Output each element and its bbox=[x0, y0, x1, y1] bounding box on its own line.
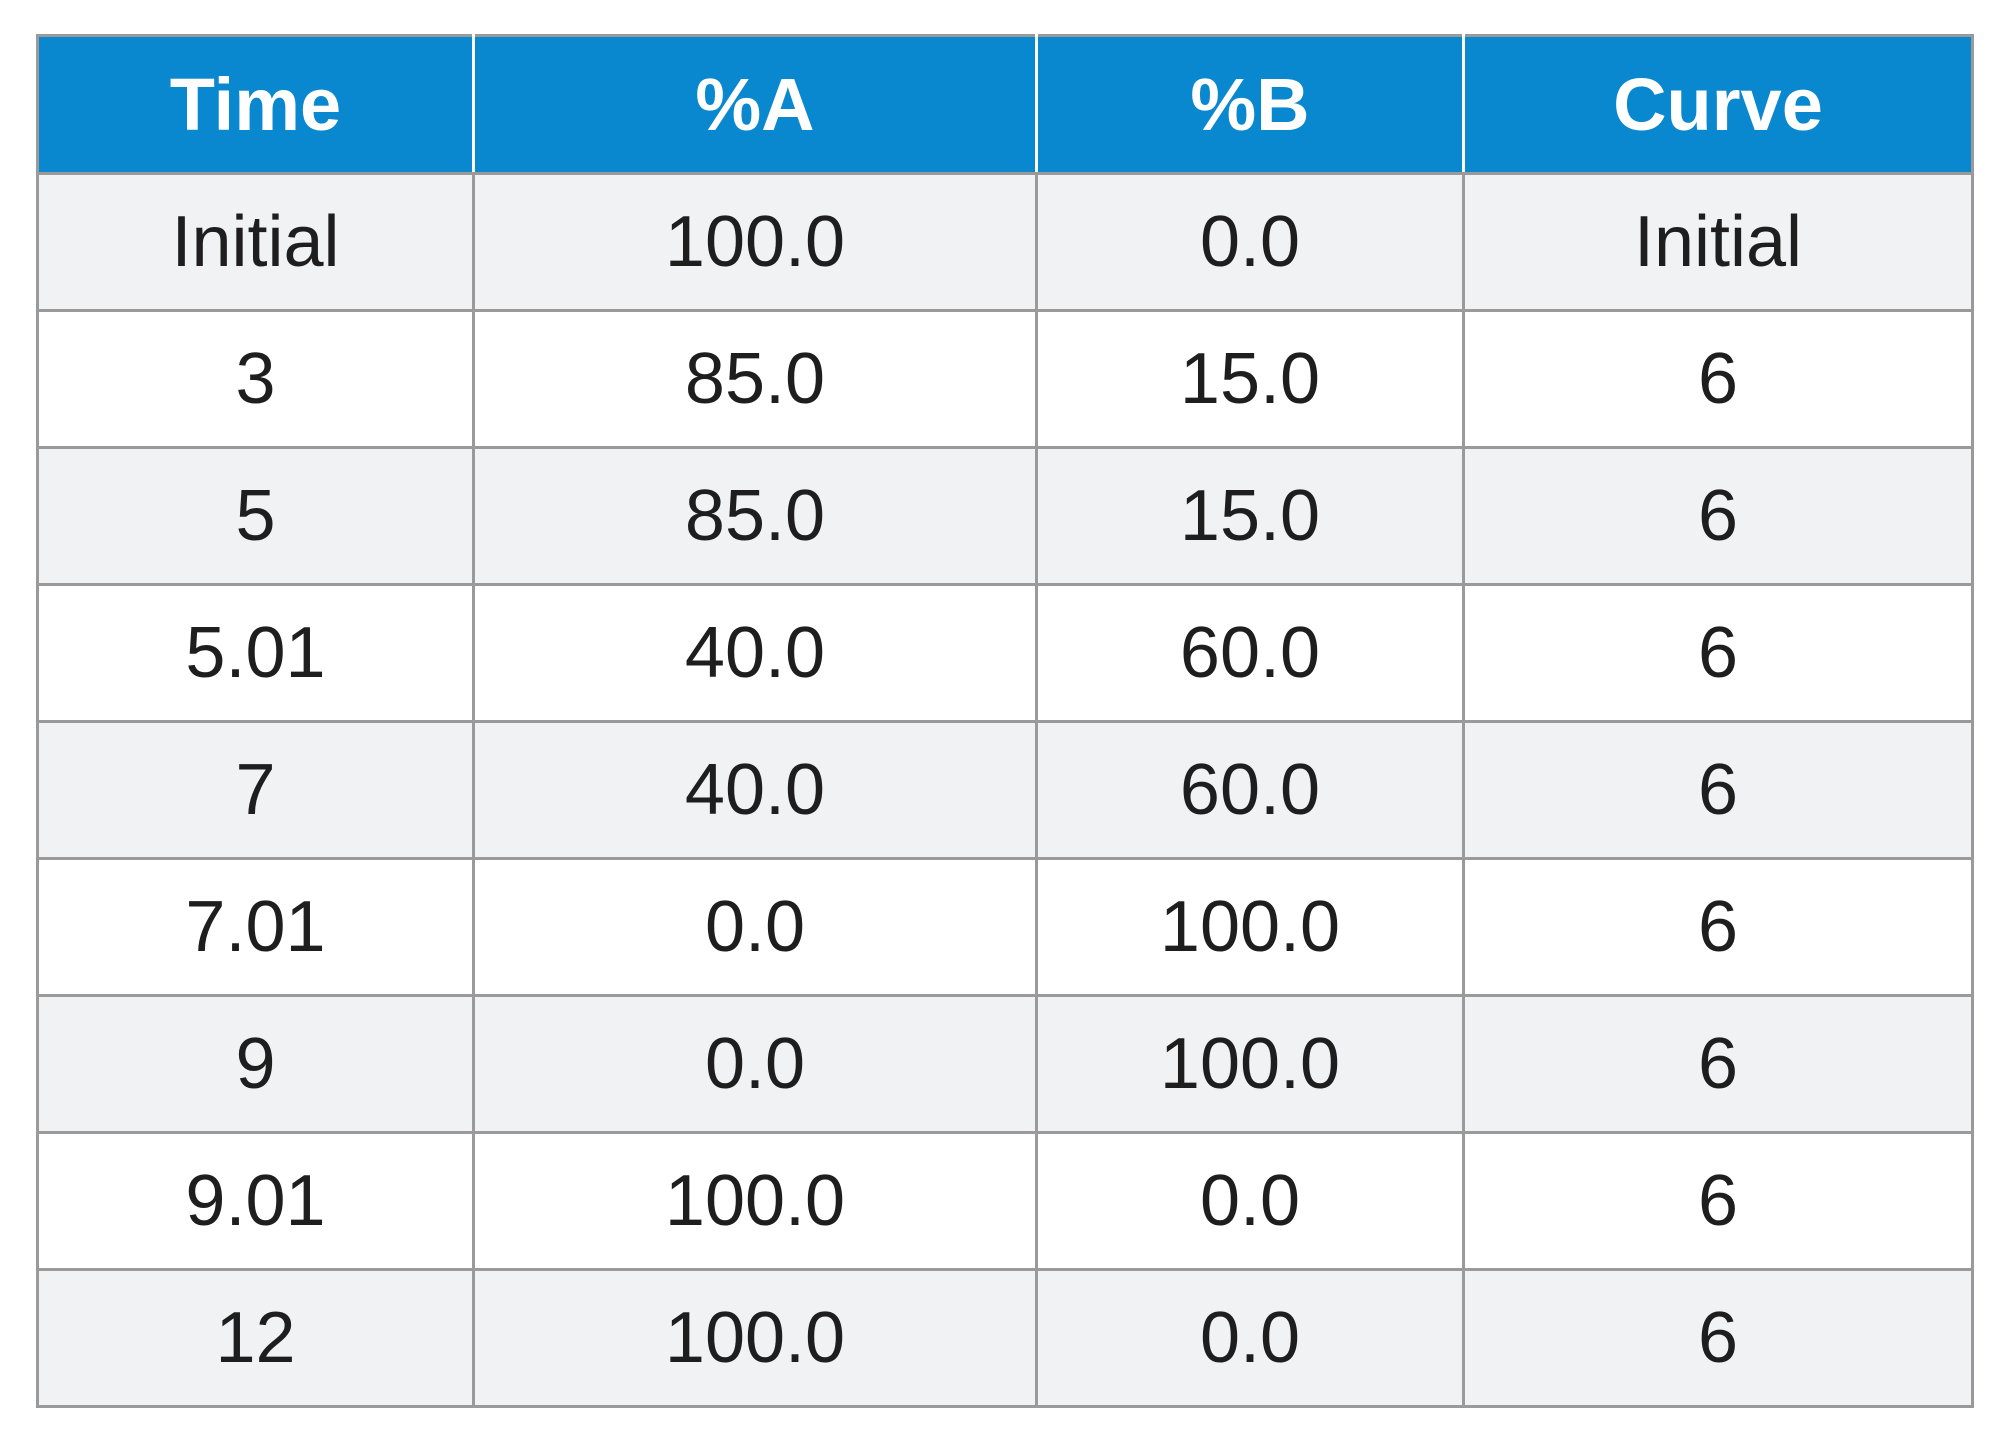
cell-time: 12 bbox=[36, 1268, 475, 1408]
gradient-table: Time %A %B Curve Initial 100.0 0.0 Initi… bbox=[36, 34, 1974, 1408]
table-row: 5 85.0 15.0 6 bbox=[36, 446, 1974, 586]
cell-percent-b: 15.0 bbox=[1035, 309, 1465, 449]
cell-curve: 6 bbox=[1462, 857, 1974, 997]
table-row: Initial 100.0 0.0 Initial bbox=[36, 172, 1974, 312]
table-row: 5.01 40.0 60.0 6 bbox=[36, 583, 1974, 723]
cell-percent-a: 85.0 bbox=[472, 309, 1038, 449]
cell-percent-b: 0.0 bbox=[1035, 172, 1465, 312]
header-percent-a: %A bbox=[472, 35, 1038, 175]
header-time: Time bbox=[37, 35, 475, 175]
table-row: 7 40.0 60.0 6 bbox=[36, 720, 1974, 860]
cell-percent-b: 0.0 bbox=[1035, 1268, 1465, 1408]
cell-percent-b: 0.0 bbox=[1035, 1131, 1465, 1271]
cell-time: 9.01 bbox=[36, 1131, 475, 1271]
table-row: 9 0.0 100.0 6 bbox=[36, 994, 1974, 1134]
cell-percent-a: 0.0 bbox=[472, 857, 1038, 997]
header-curve: Curve bbox=[1462, 35, 1973, 175]
cell-curve: 6 bbox=[1462, 994, 1974, 1134]
cell-curve: 6 bbox=[1462, 1131, 1974, 1271]
table-body: Initial 100.0 0.0 Initial 3 85.0 15.0 6 … bbox=[36, 172, 1974, 1408]
cell-percent-a: 100.0 bbox=[472, 172, 1038, 312]
header-row: Time %A %B Curve bbox=[37, 35, 1973, 175]
cell-percent-b: 60.0 bbox=[1035, 720, 1465, 860]
cell-time: 7.01 bbox=[36, 857, 475, 997]
cell-curve: 6 bbox=[1462, 583, 1974, 723]
cell-percent-a: 40.0 bbox=[472, 720, 1038, 860]
table-row: 9.01 100.0 0.0 6 bbox=[36, 1131, 1974, 1271]
cell-percent-a: 0.0 bbox=[472, 994, 1038, 1134]
table-header: Time %A %B Curve bbox=[37, 35, 1973, 175]
cell-curve: 6 bbox=[1462, 309, 1974, 449]
cell-time: 9 bbox=[36, 994, 475, 1134]
cell-curve: 6 bbox=[1462, 1268, 1974, 1408]
cell-curve: Initial bbox=[1462, 172, 1974, 312]
cell-percent-b: 100.0 bbox=[1035, 857, 1465, 997]
cell-percent-b: 60.0 bbox=[1035, 583, 1465, 723]
cell-percent-a: 85.0 bbox=[472, 446, 1038, 586]
header-percent-b: %B bbox=[1035, 35, 1465, 175]
cell-percent-b: 100.0 bbox=[1035, 994, 1465, 1134]
cell-time: 5 bbox=[36, 446, 475, 586]
cell-time: 3 bbox=[36, 309, 475, 449]
table-row: 3 85.0 15.0 6 bbox=[36, 309, 1974, 449]
table-row: 12 100.0 0.0 6 bbox=[36, 1268, 1974, 1408]
table-row: 7.01 0.0 100.0 6 bbox=[36, 857, 1974, 997]
cell-percent-a: 100.0 bbox=[472, 1268, 1038, 1408]
cell-time: Initial bbox=[36, 172, 475, 312]
cell-curve: 6 bbox=[1462, 720, 1974, 860]
cell-percent-b: 15.0 bbox=[1035, 446, 1465, 586]
cell-time: 7 bbox=[36, 720, 475, 860]
gradient-table-container: Time %A %B Curve Initial 100.0 0.0 Initi… bbox=[36, 34, 1974, 1408]
cell-time: 5.01 bbox=[36, 583, 475, 723]
cell-curve: 6 bbox=[1462, 446, 1974, 586]
cell-percent-a: 40.0 bbox=[472, 583, 1038, 723]
cell-percent-a: 100.0 bbox=[472, 1131, 1038, 1271]
